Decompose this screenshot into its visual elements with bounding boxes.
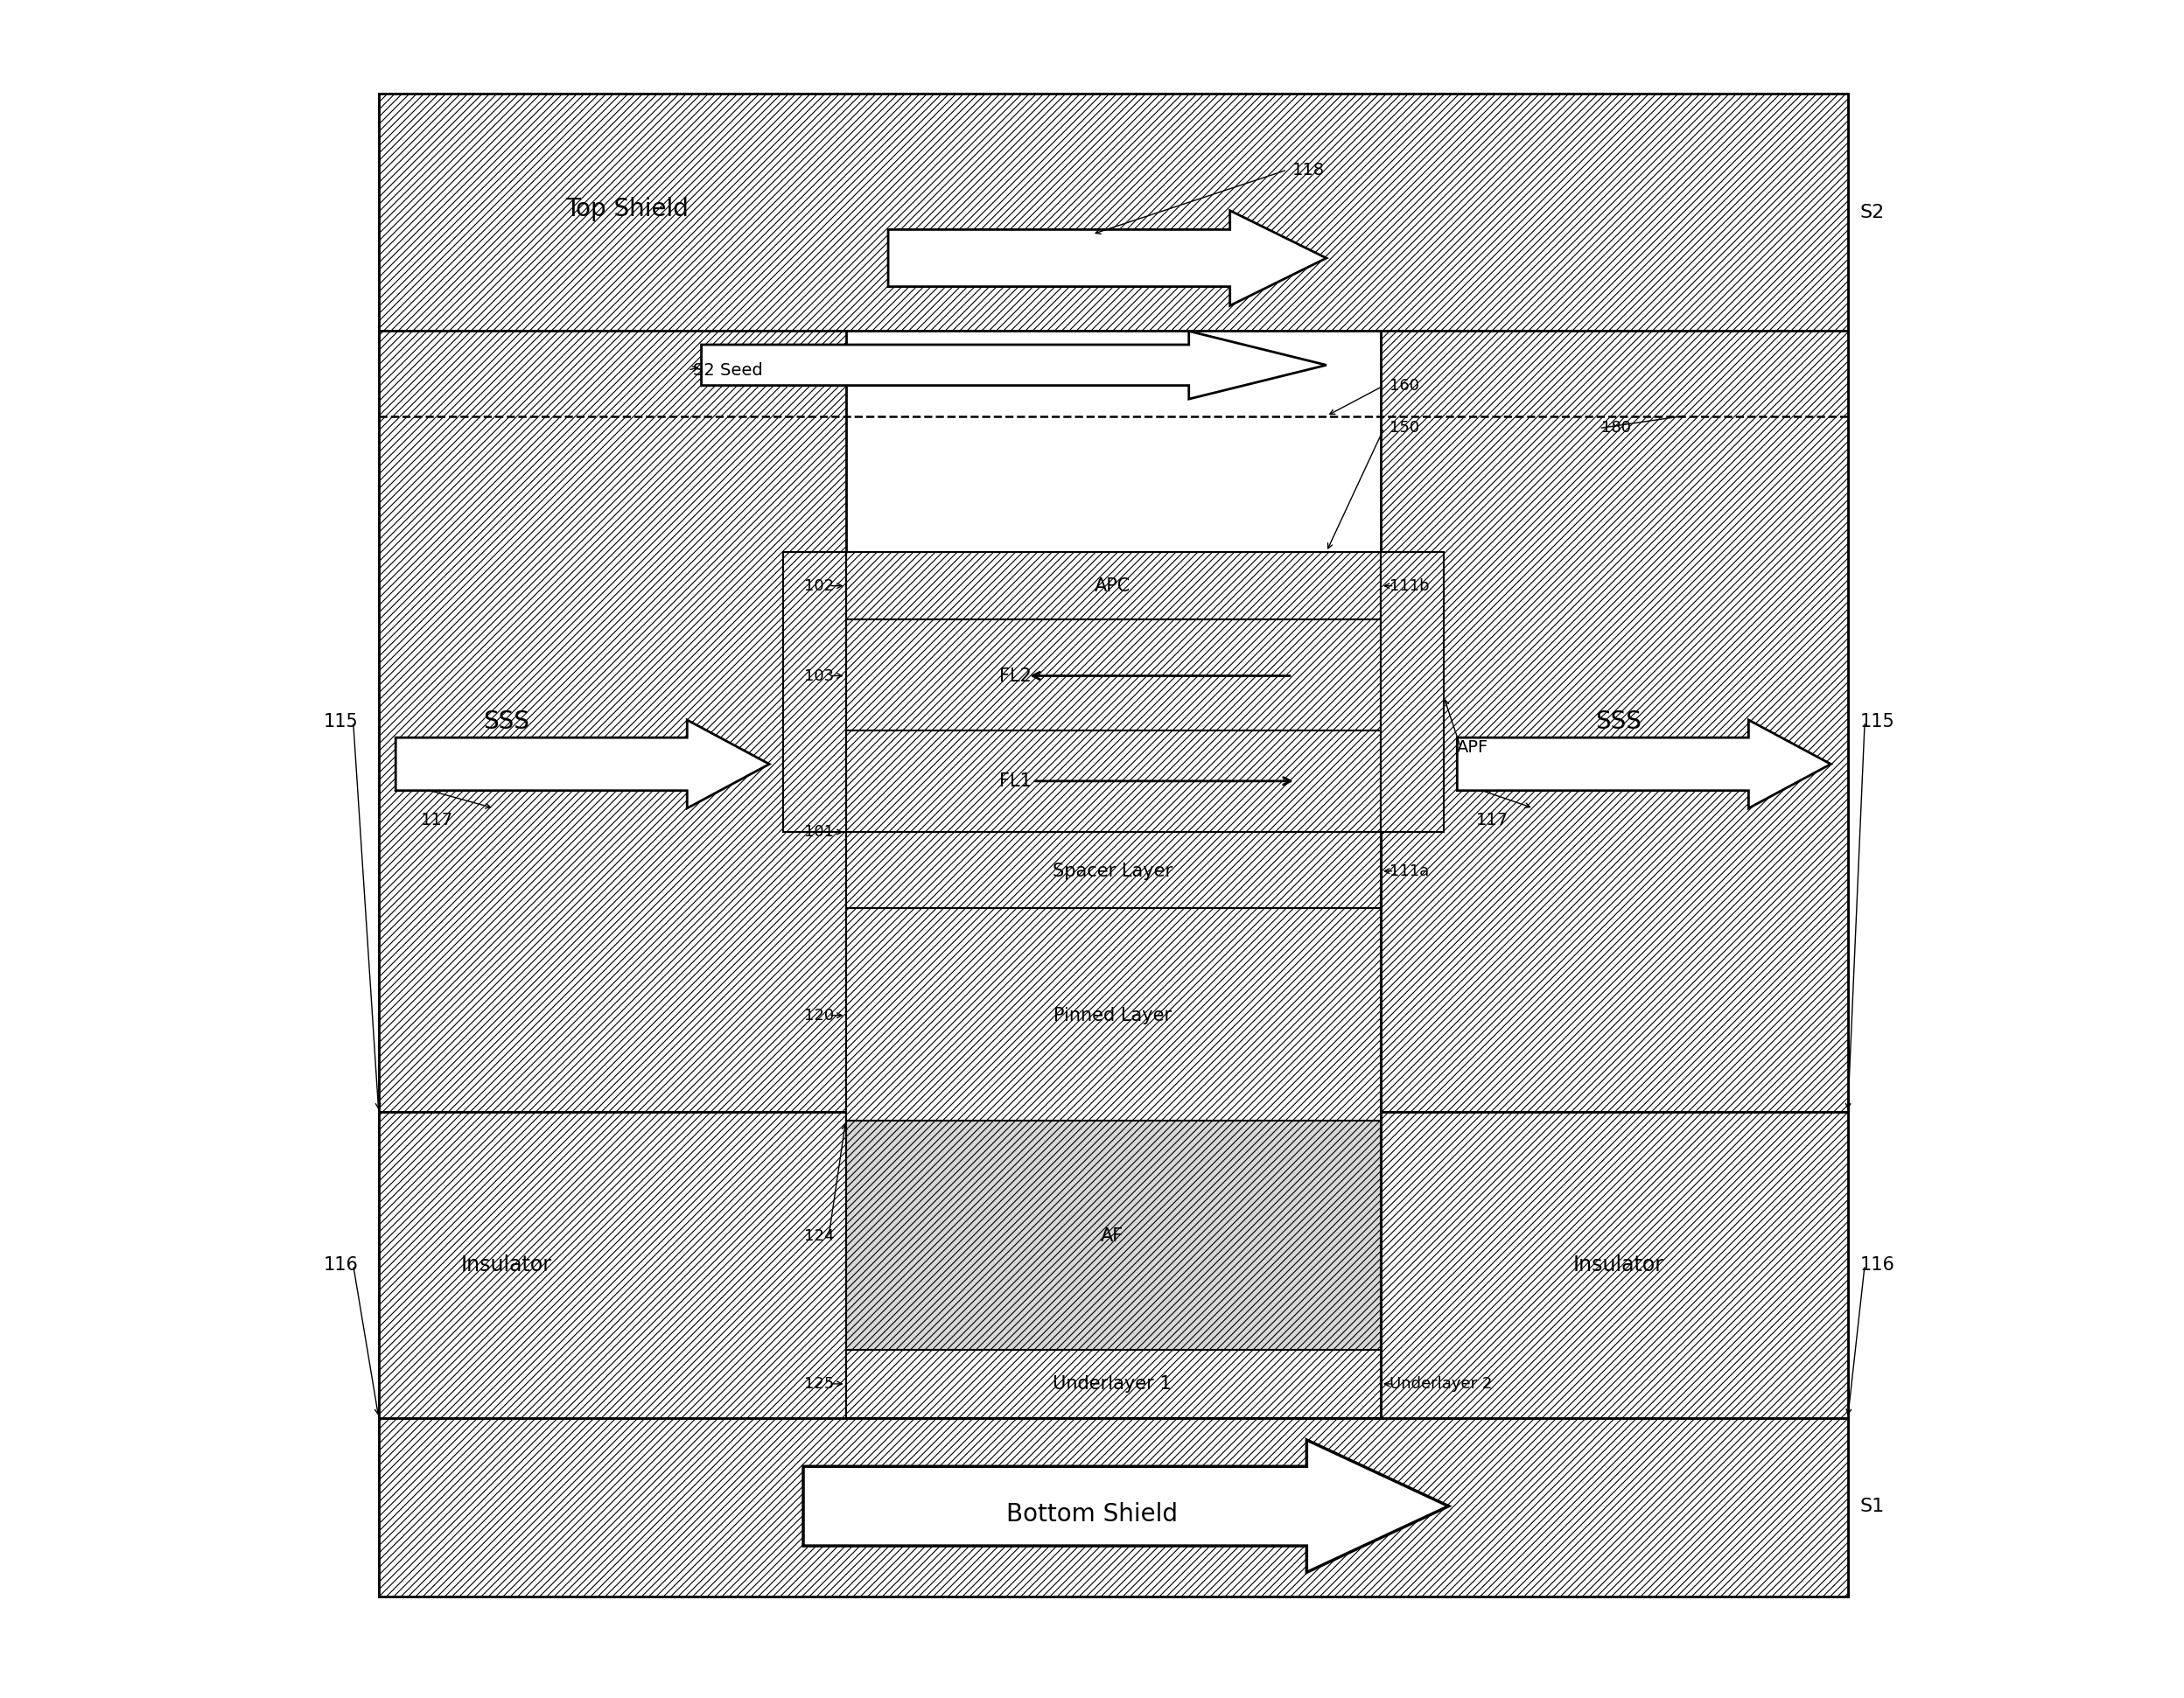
Bar xyxy=(378,1112,845,1418)
Bar xyxy=(378,331,845,1112)
Text: Insulator: Insulator xyxy=(1572,1255,1664,1275)
Text: 180: 180 xyxy=(1601,419,1631,436)
Text: 120: 120 xyxy=(804,1007,834,1024)
Polygon shape xyxy=(701,331,1326,399)
Text: 116: 116 xyxy=(323,1257,358,1274)
Text: 115: 115 xyxy=(1859,713,1894,730)
Bar xyxy=(845,730,1380,832)
Bar xyxy=(782,552,845,832)
Text: APC: APC xyxy=(1094,577,1131,594)
Bar xyxy=(378,93,1848,1596)
Bar xyxy=(845,908,1380,1121)
Bar xyxy=(845,552,1380,620)
Text: 117: 117 xyxy=(1476,812,1509,829)
Bar xyxy=(845,620,1380,730)
Text: AF: AF xyxy=(1101,1228,1125,1245)
Text: 111a: 111a xyxy=(1389,863,1428,880)
Text: Top Shield: Top Shield xyxy=(566,197,688,221)
Polygon shape xyxy=(1457,720,1830,808)
Text: S1: S1 xyxy=(1859,1498,1885,1515)
Text: Underlayer 1: Underlayer 1 xyxy=(1053,1375,1173,1392)
Bar xyxy=(378,1418,1848,1596)
Polygon shape xyxy=(395,720,769,808)
Text: Underlayer 2: Underlayer 2 xyxy=(1389,1375,1492,1392)
Text: 103: 103 xyxy=(804,667,834,684)
Text: 115: 115 xyxy=(323,713,358,730)
Bar xyxy=(1380,331,1848,1112)
Bar xyxy=(845,832,1380,908)
Bar xyxy=(845,1350,1380,1418)
Bar xyxy=(378,93,1848,331)
Text: 101: 101 xyxy=(804,824,834,841)
Text: 160: 160 xyxy=(1389,377,1420,394)
Text: FL1: FL1 xyxy=(1000,773,1031,790)
Text: S2 Seed: S2 Seed xyxy=(692,362,762,379)
Text: SSS: SSS xyxy=(1594,710,1642,734)
Bar xyxy=(845,1121,1380,1350)
Polygon shape xyxy=(889,211,1326,306)
Text: APF: APF xyxy=(1457,739,1489,756)
Text: S2: S2 xyxy=(1859,204,1885,221)
Bar xyxy=(1380,1112,1848,1418)
Bar xyxy=(845,552,1380,1418)
Text: Bottom Shield: Bottom Shield xyxy=(1007,1503,1177,1527)
Polygon shape xyxy=(804,1440,1448,1572)
Text: 125: 125 xyxy=(804,1375,834,1392)
Bar xyxy=(1380,552,1444,832)
Text: FL2: FL2 xyxy=(1000,667,1031,684)
Text: 116: 116 xyxy=(1859,1257,1894,1274)
Text: 150: 150 xyxy=(1389,419,1420,436)
Text: Pinned Layer: Pinned Layer xyxy=(1053,1007,1171,1024)
Text: Insulator: Insulator xyxy=(461,1255,553,1275)
Text: 118: 118 xyxy=(1293,161,1326,178)
Text: Spacer Layer: Spacer Layer xyxy=(1053,863,1173,880)
Text: 117: 117 xyxy=(422,812,454,829)
Text: 102: 102 xyxy=(804,577,834,594)
Text: 111b: 111b xyxy=(1389,577,1428,594)
Text: SSS: SSS xyxy=(483,710,529,734)
Text: 124: 124 xyxy=(804,1228,834,1245)
